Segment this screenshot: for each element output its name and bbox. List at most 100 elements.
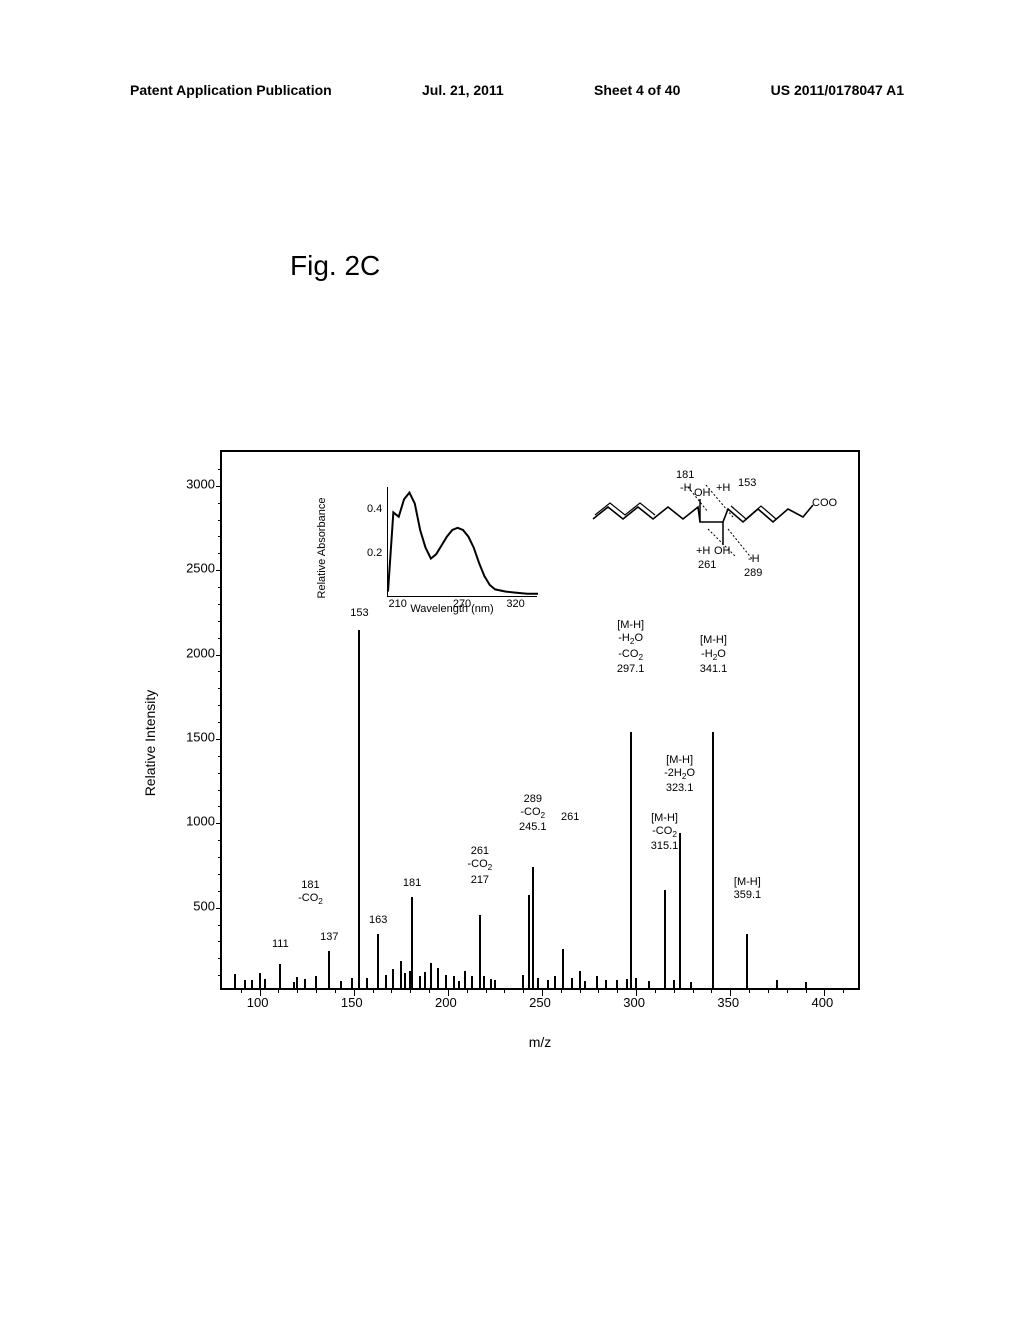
- spectrum-peak: [411, 897, 413, 988]
- spectrum-peak: [776, 980, 778, 988]
- peak-annotation: 181-CO2: [298, 879, 323, 907]
- peak-annotation: [M-H]-H2O341.1: [700, 634, 728, 675]
- frag-label-plus-h-1: +H: [716, 482, 730, 494]
- y-tick-label: 2000: [186, 645, 215, 660]
- spectrum-peak: [616, 980, 618, 988]
- spectrum-peak: [244, 980, 246, 988]
- spectrum-peak: [673, 980, 675, 988]
- uv-vis-inset-chart: Relative Absorbance Wavelength (nm) 0.20…: [362, 472, 542, 612]
- chart-plot-area: 111137181-CO2153163181261-CO2217289-CO22…: [220, 450, 860, 990]
- spectrum-peak: [392, 969, 394, 988]
- spectrum-peak: [471, 976, 473, 988]
- peak-annotation: [M-H]-2H2O323.1: [664, 754, 695, 795]
- spectrum-peak: [584, 981, 586, 988]
- spectrum-peak: [596, 976, 598, 988]
- spectrum-peak: [522, 975, 524, 989]
- spectrum-peak: [351, 978, 353, 988]
- sheet-number: Sheet 4 of 40: [594, 82, 680, 98]
- x-tick-label: 250: [529, 995, 551, 1010]
- spectrum-peak: [340, 981, 342, 988]
- spectrum-peak: [445, 975, 447, 989]
- inset-x-tick-label: 320: [506, 598, 524, 610]
- spectrum-peak: [648, 981, 650, 988]
- x-tick-label: 400: [811, 995, 833, 1010]
- spectrum-peak: [479, 915, 481, 988]
- uv-vis-line-svg: [388, 486, 538, 596]
- inset-y-tick-label: 0.4: [367, 503, 382, 515]
- spectrum-peak: [400, 961, 402, 988]
- peak-annotation: 111: [272, 938, 289, 951]
- spectrum-peak: [315, 976, 317, 988]
- peak-annotation: 261-CO2217: [467, 845, 492, 886]
- inset-y-tick-label: 0.2: [367, 547, 382, 559]
- publication-number: US 2011/0178047 A1: [771, 82, 904, 98]
- oh-label-1: OH: [694, 487, 711, 499]
- spectrum-peak: [419, 976, 421, 988]
- spectrum-peak: [377, 934, 379, 988]
- spectrum-peak: [679, 833, 681, 988]
- publication-type: Patent Application Publication: [130, 82, 332, 98]
- spectrum-peak: [328, 951, 330, 988]
- inset-plot-area: [387, 487, 537, 597]
- x-tick-label: 200: [435, 995, 457, 1010]
- spectrum-peak: [494, 980, 496, 988]
- inset-x-tick-label: 270: [453, 598, 471, 610]
- y-axis-label: Relative Intensity: [142, 690, 158, 797]
- spectrum-peak: [437, 968, 439, 988]
- peak-annotation: 289-CO2245.1: [519, 793, 547, 834]
- inset-x-tick-label: 210: [389, 598, 407, 610]
- spectrum-peak: [547, 980, 549, 988]
- x-axis-label: m/z: [529, 1034, 552, 1050]
- spectrum-peak: [579, 971, 581, 988]
- spectrum-peak: [234, 974, 236, 988]
- frag-label-261: 261: [698, 559, 716, 571]
- spectrum-peak: [626, 979, 628, 988]
- peak-annotation: 137: [320, 931, 338, 944]
- spectrum-peak: [358, 630, 360, 988]
- spectrum-peak: [664, 890, 666, 988]
- peak-annotation: [M-H]359.1: [734, 876, 762, 902]
- spectrum-peak: [251, 980, 253, 988]
- mass-spectrum-chart: Relative Intensity 111137181-CO215316318…: [180, 450, 860, 1020]
- y-tick-label: 3000: [186, 476, 215, 491]
- spectrum-peak: [528, 895, 530, 988]
- frag-label-minus-h-2: -H: [748, 553, 760, 565]
- oh-label-2: OH: [714, 545, 731, 557]
- spectrum-peak: [264, 979, 266, 988]
- spectrum-peak: [532, 867, 534, 989]
- spectrum-peak: [571, 978, 573, 988]
- spectrum-peak: [464, 971, 466, 988]
- frag-label-153: 153: [738, 477, 756, 489]
- spectrum-peak: [404, 973, 406, 988]
- spectrum-peak: [483, 976, 485, 988]
- y-tick-label: 1000: [186, 814, 215, 829]
- spectrum-peak: [424, 972, 426, 988]
- y-tick-label: 1500: [186, 729, 215, 744]
- spectrum-peak: [690, 982, 692, 988]
- publication-date: Jul. 21, 2011: [422, 82, 504, 98]
- spectrum-peak: [458, 981, 460, 988]
- peak-annotation: 181: [403, 877, 421, 890]
- spectrum-peak: [562, 949, 564, 988]
- figure-title: Fig. 2C: [290, 250, 380, 282]
- spectrum-peak: [712, 732, 714, 989]
- spectrum-peak: [554, 976, 556, 988]
- x-tick-label: 300: [623, 995, 645, 1010]
- spectrum-peak: [385, 975, 387, 989]
- spectrum-peak: [259, 973, 261, 988]
- spectrum-peak: [296, 977, 298, 988]
- frag-label-minus-h-1: -H: [680, 482, 692, 494]
- spectrum-peak: [605, 980, 607, 988]
- x-tick-label: 150: [341, 995, 363, 1010]
- spectrum-peak: [304, 979, 306, 988]
- molecular-structure-diagram: 181 -H 153 +H OH OH COO 261 +H 289 -H: [588, 467, 848, 587]
- spectrum-peak: [635, 978, 637, 988]
- frag-label-181: 181: [676, 469, 694, 481]
- peak-annotation: [M-H]-CO2315.1: [651, 812, 679, 853]
- spectrum-peak: [490, 979, 492, 988]
- y-tick-label: 2500: [186, 561, 215, 576]
- spectrum-peak: [293, 982, 295, 988]
- frag-label-plus-h-2: +H: [696, 545, 710, 557]
- spectrum-peak: [805, 982, 807, 988]
- patent-page-header: Patent Application Publication Jul. 21, …: [0, 82, 1024, 98]
